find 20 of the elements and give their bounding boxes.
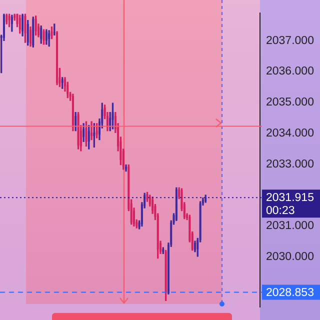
candlestick — [8, 14, 10, 28]
candlestick — [77, 112, 80, 150]
candlestick — [24, 14, 26, 43]
candlestick — [42, 29, 45, 45]
ref-line-label: 2028.853 — [266, 286, 314, 299]
y-tick-label: 2030.000 — [266, 250, 314, 263]
candlestick — [112, 102, 114, 130]
y-tick-label: 2033.000 — [266, 158, 314, 170]
candlestick — [85, 121, 88, 147]
candlestick — [34, 16, 37, 36]
ref-line-label: 2031.915 00:23 — [266, 192, 314, 217]
candlestick — [93, 123, 96, 148]
candlestick — [90, 121, 93, 140]
candlestick — [50, 26, 53, 40]
y-tick-label: 2036.000 — [266, 66, 314, 78]
candlestick — [164, 250, 167, 301]
y-tick-label: 2031.000 — [266, 220, 314, 232]
y-tick-label: 2035.000 — [266, 96, 314, 109]
y-tick-label: 2034.000 — [266, 127, 314, 140]
y-tick-label: 2037.000 — [266, 34, 314, 47]
